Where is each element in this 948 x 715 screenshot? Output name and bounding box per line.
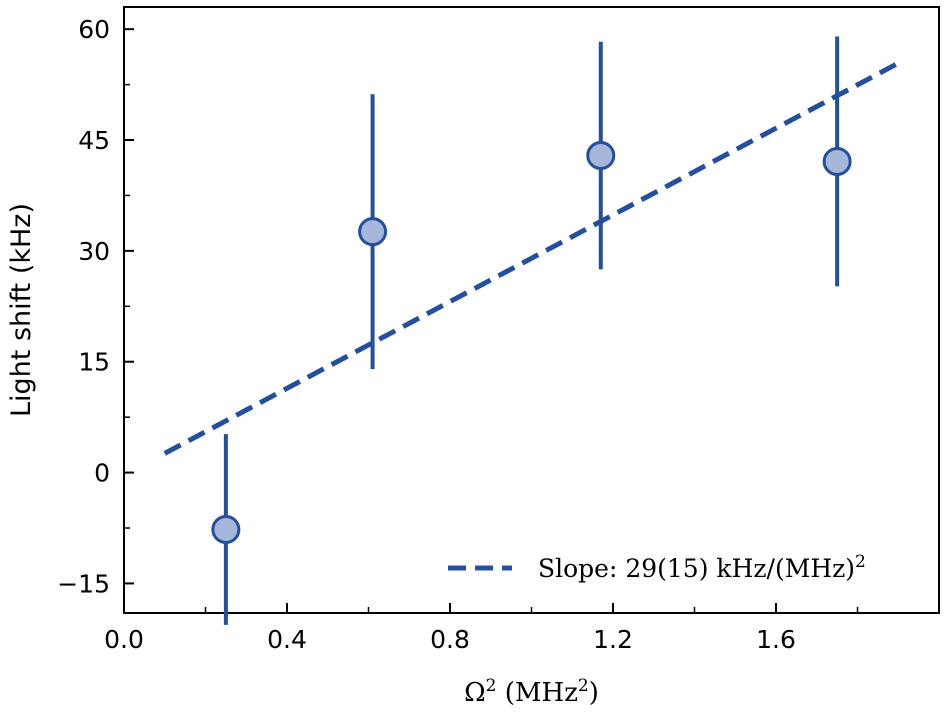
data-point [586,141,616,171]
x-tick-label: 1.6 [756,625,796,654]
data-point [211,514,241,544]
x-axis-label-unit-sup: 2 [578,676,589,696]
fit-layer [163,60,900,456]
x-axis-label-symbol-sup: 2 [486,676,497,696]
data-point [822,146,852,176]
data-layer [211,36,852,625]
y-tick-label: 0 [94,459,110,488]
x-axis-label: Ω2 (MHz2) [464,676,599,708]
y-tick-label: 15 [78,348,110,377]
y-tick-label: 60 [78,15,110,44]
y-tick-label: 30 [78,237,110,266]
legend-fit-label-sup: 2 [855,552,866,572]
plot-frame [123,6,940,614]
legend-fit-label: Slope: 29(15) kHz/(MHz)2 [538,552,866,583]
x-tick-label: 0.0 [104,625,144,654]
x-axis-label-unit-close: ) [589,678,599,708]
x-tick-label: 0.4 [267,625,307,654]
x-tick-label: 1.2 [593,625,633,654]
x-axis-label-unit: (MHz [497,678,578,708]
label-layer: 0.0 0.4 0.8 1.2 1.6 −15 0 15 30 45 60 [57,15,796,654]
x-axis-label-symbol: Ω [464,678,486,708]
x-tick-label: 0.8 [430,625,470,654]
y-tick-label: 45 [78,126,110,155]
legend: Slope: 29(15) kHz/(MHz)2 [448,552,866,583]
y-axis-label: Light shift (kHz) [6,203,37,417]
fit-line [163,60,900,456]
data-point [358,217,388,247]
y-tick-label: −15 [57,569,110,598]
legend-fit-label-text: Slope: 29(15) kHz/(MHz) [538,554,855,583]
